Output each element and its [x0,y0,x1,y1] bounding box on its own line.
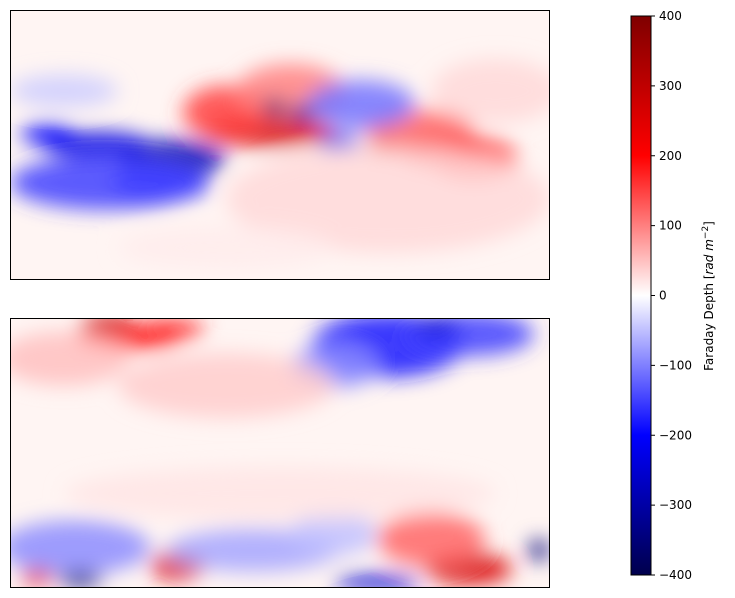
map-features [10,58,550,270]
colorbar-ticks: 400 300 200 100 0 −100 −200 −300 −400 [651,9,692,582]
map-region [10,74,118,108]
colorbar-label-close: ] [702,221,716,226]
colorbar: 400 300 200 100 0 −100 −200 −300 −400 Faraday De… [630,9,716,582]
colorbar-tick-label: −200 [659,428,692,442]
map-region [226,145,550,253]
top-faraday-map [10,10,550,280]
map-region [415,318,459,335]
colorbar-tick-label: −400 [659,568,692,582]
colorbar-tick-label: 300 [659,79,682,93]
map-region [431,58,550,124]
colorbar-gradient [630,15,652,576]
map-region [290,104,313,121]
map-region [118,226,334,270]
colorbar-tick-label: −100 [659,358,692,372]
map-region [64,466,496,521]
colorbar-tick-label: 100 [659,219,682,233]
map-region [20,569,54,586]
map-region [317,134,361,151]
colorbar-label-exponent: −2 [701,226,711,239]
map-region [528,539,550,561]
map-region [139,318,205,340]
map-region [377,512,486,567]
map-region [58,571,102,588]
map-frame [10,10,550,280]
map-region [80,318,135,332]
map-region [10,520,151,575]
map-region [112,163,210,202]
colorbar-label-text: Faraday Depth [ [702,275,716,371]
map-region [20,123,75,145]
colorbar-tick-label: −300 [659,498,692,512]
map-region [334,574,421,588]
map-frame [10,318,550,588]
map-region [118,353,334,418]
bottom-faraday-map [10,318,550,588]
colorbar-label-unit: rad m [702,239,716,274]
map-region [290,512,378,556]
colorbar-tick-label: 400 [659,9,682,23]
map-region [307,80,415,129]
colorbar-tick-label: 200 [659,149,682,163]
map-features [10,318,550,588]
map-region [263,99,286,116]
colorbar-label: Faraday Depth [rad m−2] [701,221,716,371]
map-region [10,331,129,386]
colorbar-tick-label: 0 [659,289,667,303]
